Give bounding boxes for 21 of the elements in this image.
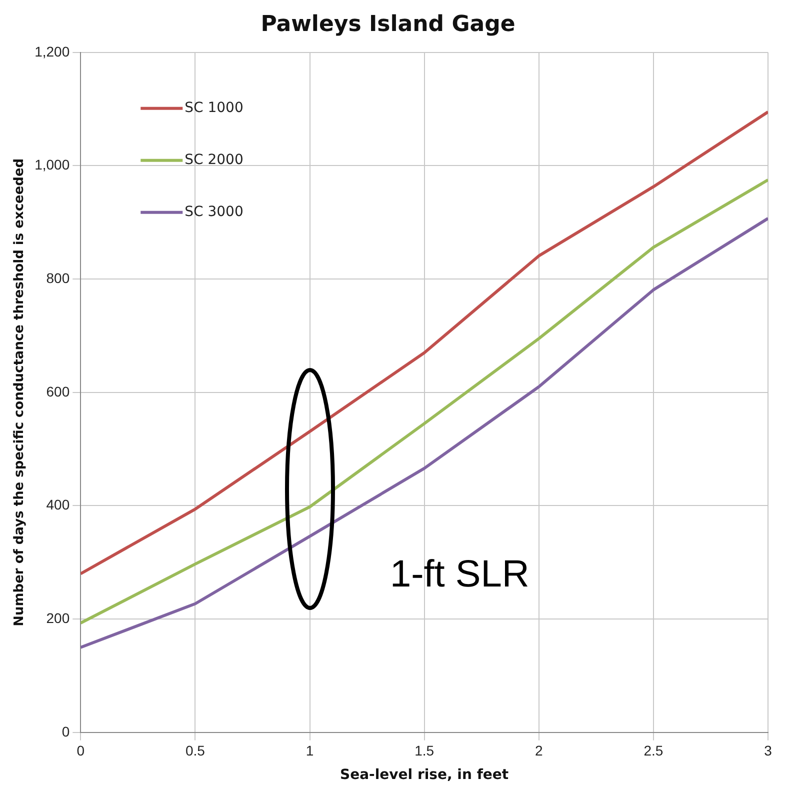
x-tick-label: 0 [76, 742, 85, 759]
x-tick-label: 1.5 [414, 742, 434, 759]
y-tick-label: 1,200 [34, 43, 70, 60]
x-tick-label: 2 [534, 742, 543, 759]
y-tick-label: 400 [46, 496, 70, 513]
legend-label: SC 1000 [184, 100, 244, 116]
x-tick-label: 2.5 [644, 742, 664, 759]
y-axis-title: Number of days the specific conductance threshold is exceeded [12, 158, 28, 626]
y-tick-label: 0 [62, 723, 70, 740]
y-tick-label: 1,000 [34, 156, 70, 173]
legend-label: SC 2000 [184, 152, 244, 168]
x-tick-label: 3 [764, 742, 772, 759]
legend-label: SC 3000 [184, 204, 244, 220]
y-tick-label: 600 [46, 383, 70, 400]
x-tick-label: 1 [306, 742, 314, 759]
x-axis-title: Sea-level rise, in feet [340, 767, 509, 784]
chart-title: Pawleys Island Gage [260, 12, 516, 37]
annotation: 1-ft SLR [390, 553, 530, 596]
y-tick-label: 200 [46, 610, 70, 626]
y-tick-label: 800 [46, 270, 70, 286]
x-tick-label: 0.5 [185, 742, 206, 759]
